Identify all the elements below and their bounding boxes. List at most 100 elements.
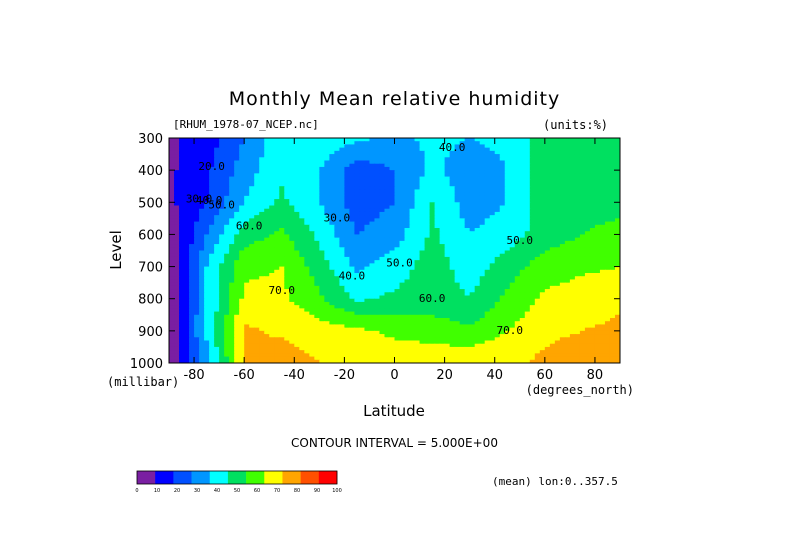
heatmap-cell	[284, 256, 290, 261]
heatmap-cell	[264, 311, 270, 316]
heatmap-cell	[594, 163, 601, 168]
heatmap-cell	[549, 263, 556, 268]
heatmap-cell	[609, 218, 616, 223]
heatmap-cell	[194, 266, 200, 271]
heatmap-cell	[404, 244, 411, 248]
heatmap-cell	[379, 218, 386, 223]
heatmap-cell	[374, 292, 381, 297]
heatmap-cell	[594, 160, 601, 165]
heatmap-cell	[384, 308, 391, 313]
heatmap-cell	[374, 295, 381, 300]
heatmap-cell	[404, 163, 411, 168]
heatmap-cell	[369, 157, 376, 162]
heatmap-cell	[179, 269, 185, 274]
heatmap-cell	[429, 170, 436, 174]
heatmap-cell	[319, 205, 325, 210]
heatmap-cell	[354, 276, 361, 281]
heatmap-cell	[464, 260, 471, 264]
heatmap-cell	[429, 256, 436, 261]
heatmap-cell	[559, 269, 566, 274]
heatmap-cell	[279, 160, 285, 165]
heatmap-cell	[554, 311, 561, 316]
heatmap-cell	[239, 202, 245, 207]
heatmap-cell	[344, 298, 350, 303]
heatmap-cell	[344, 279, 350, 284]
heatmap-cell	[174, 273, 180, 277]
heatmap-cell	[554, 208, 561, 213]
heatmap-cell	[339, 199, 345, 203]
heatmap-cell	[374, 279, 381, 284]
heatmap-cell	[494, 157, 501, 162]
heatmap-cell	[349, 234, 356, 239]
heatmap-cell	[344, 202, 350, 207]
heatmap-cell	[204, 301, 210, 306]
heatmap-cell	[199, 215, 205, 219]
heatmap-cell	[524, 263, 531, 268]
heatmap-cell	[364, 295, 371, 300]
heatmap-cell	[339, 138, 345, 142]
heatmap-cell	[434, 170, 441, 174]
heatmap-cell	[429, 234, 436, 239]
heatmap-cell	[514, 237, 521, 242]
heatmap-cell	[184, 202, 190, 207]
heatmap-cell	[204, 244, 210, 248]
heatmap-cell	[194, 154, 200, 158]
heatmap-cell	[434, 234, 441, 239]
heatmap-cell	[204, 263, 210, 268]
heatmap-cell	[494, 160, 501, 165]
heatmap-cell	[584, 189, 591, 194]
heatmap-cell	[559, 263, 566, 268]
heatmap-cell	[334, 170, 340, 174]
heatmap-cell	[194, 282, 200, 287]
heatmap-cell	[224, 295, 230, 300]
heatmap-cell	[339, 157, 345, 162]
heatmap-cell	[259, 273, 265, 277]
heatmap-cell	[354, 163, 361, 168]
heatmap-cell	[169, 160, 175, 165]
heatmap-cell	[229, 138, 235, 142]
heatmap-cell	[254, 163, 260, 168]
heatmap-cell	[389, 183, 396, 187]
heatmap-cell	[199, 166, 205, 171]
heatmap-cell	[174, 253, 180, 258]
heatmap-cell	[429, 186, 436, 191]
heatmap-cell	[309, 138, 315, 142]
heatmap-cell	[434, 295, 441, 300]
heatmap-cell	[274, 240, 280, 245]
heatmap-cell	[199, 285, 205, 290]
heatmap-cell	[214, 311, 220, 316]
heatmap-cell	[489, 263, 496, 268]
heatmap-cell	[594, 282, 601, 287]
heatmap-cell	[534, 138, 541, 142]
heatmap-cell	[174, 250, 180, 255]
heatmap-cell	[184, 205, 190, 210]
heatmap-cell	[344, 195, 350, 200]
heatmap-cell	[309, 147, 315, 152]
heatmap-cell	[344, 250, 350, 255]
heatmap-cell	[419, 276, 426, 281]
heatmap-cell	[364, 285, 371, 290]
heatmap-cell	[354, 202, 361, 207]
heatmap-cell	[409, 189, 416, 194]
heatmap-cell	[539, 253, 546, 258]
heatmap-cell	[439, 205, 446, 210]
heatmap-cell	[399, 266, 406, 271]
heatmap-cell	[559, 244, 566, 248]
heatmap-cell	[399, 166, 406, 171]
heatmap-cell	[184, 138, 190, 142]
heatmap-cell	[209, 192, 215, 197]
heatmap-cell	[244, 260, 250, 264]
heatmap-cell	[389, 282, 396, 287]
heatmap-cell	[569, 231, 576, 236]
heatmap-cell	[184, 173, 190, 178]
heatmap-cell	[529, 189, 536, 194]
heatmap-cell	[504, 295, 511, 300]
heatmap-cell	[314, 260, 320, 264]
heatmap-cell	[509, 244, 516, 248]
heatmap-cell	[234, 305, 240, 309]
heatmap-cell	[289, 176, 295, 181]
heatmap-cell	[384, 234, 391, 239]
heatmap-cell	[259, 154, 265, 158]
heatmap-cell	[419, 224, 426, 229]
heatmap-cell	[279, 224, 285, 229]
